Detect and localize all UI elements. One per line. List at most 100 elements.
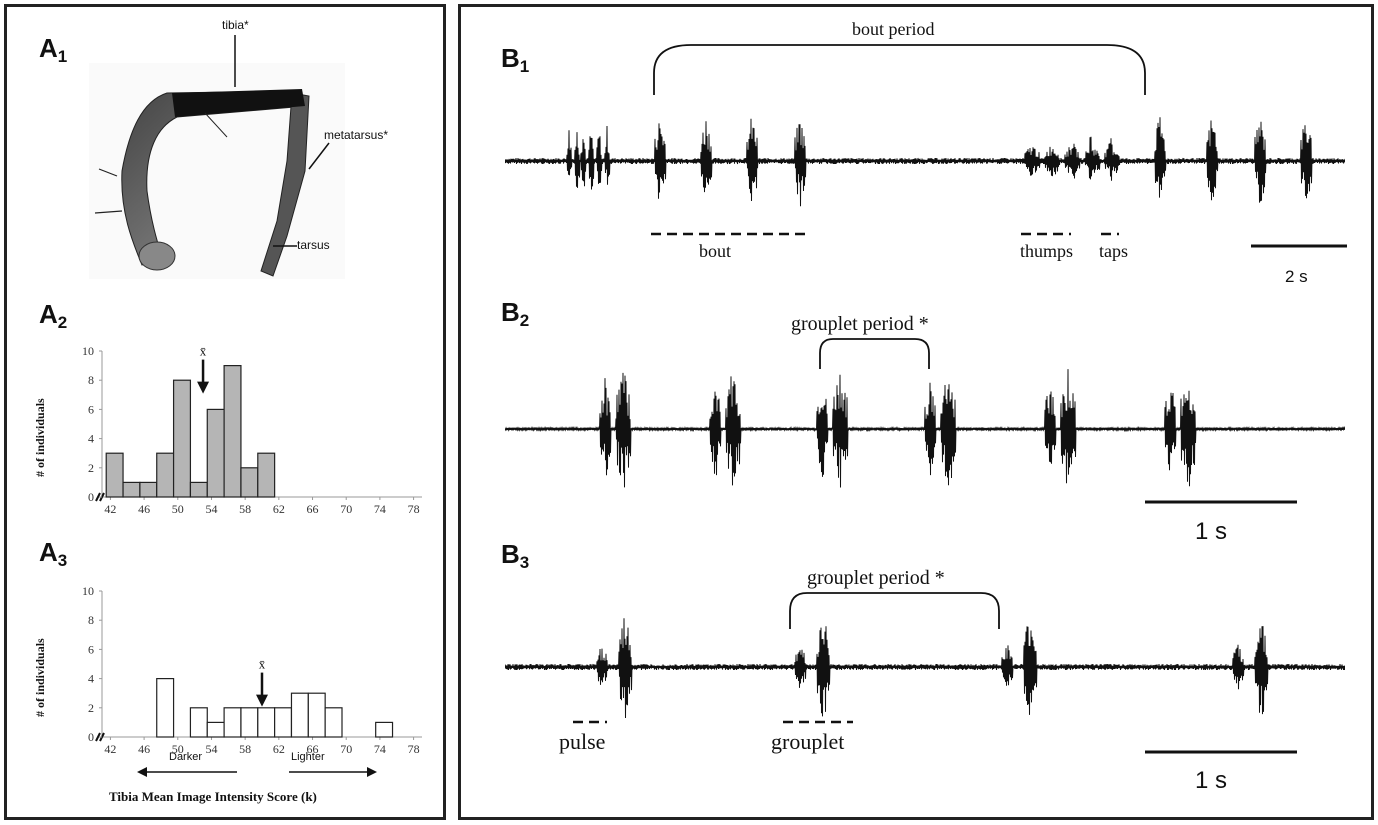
a2-x-tick-label: 42 [104, 502, 116, 513]
a3-x-tick-label: 66 [307, 742, 319, 753]
metatarsus-label: metatarsus* [324, 128, 389, 142]
a3-x-tick-label: 42 [104, 742, 116, 753]
a2-bar [172, 379, 192, 498]
a3-bar [375, 721, 394, 738]
darker-lighter-arrows [137, 767, 377, 777]
tarsus-label: tarsus [297, 238, 330, 252]
a2-bar [257, 452, 276, 498]
tibia-pointer [234, 35, 236, 87]
a3-y-tick-label: 2 [88, 701, 94, 715]
spider-leg-image [89, 63, 345, 279]
a2-bar [240, 467, 259, 498]
metatarsus-pointer [308, 142, 330, 170]
b3-scale-label: 1 s [1195, 767, 1228, 794]
a3-bar [206, 721, 225, 738]
panel-a3-label: A3 [39, 537, 68, 570]
a2-x-tick-label: 74 [374, 502, 386, 513]
panel-a2-label: A2 [39, 299, 68, 332]
a2-mean-arrowhead [197, 381, 210, 394]
a3-y-tick-label: 10 [82, 584, 94, 598]
bout-label: bout [699, 241, 732, 261]
b2-scale-label: 1 s [1195, 518, 1228, 545]
a2-y-tick-label: 6 [88, 402, 94, 416]
taps-label: taps [1099, 241, 1128, 261]
a2-x-tick-label: 54 [205, 502, 217, 513]
thumps-label: thumps [1020, 241, 1074, 261]
a2-y-tick-label: 4 [88, 432, 94, 446]
a3-bar [189, 707, 208, 738]
a3-y-tick-label: 4 [88, 672, 94, 686]
a3-ylabel: # of individuals [33, 638, 47, 717]
signal-trace-b1 [505, 117, 1345, 207]
b2-waveform [505, 369, 1345, 488]
b3-scale-bar [1145, 750, 1297, 754]
a3-y-tick-label: 6 [88, 642, 94, 656]
b2-grouplet-bracket [819, 338, 930, 369]
tarsus-pointer [273, 245, 297, 247]
a2-y-tick-label: 0 [88, 490, 94, 504]
grouplet-label: grouplet [771, 729, 845, 754]
panel-b3-label: B3 [501, 539, 530, 572]
a2-bar [139, 481, 158, 498]
b1-scale-label: 2 s [1285, 267, 1308, 286]
a2-bar [189, 481, 208, 498]
lighter-label: Lighter [291, 751, 325, 763]
panel-b1-label: B1 [501, 43, 530, 76]
tibia-label: tibia* [222, 18, 249, 32]
a3-xlabel: Tibia Mean Image Intensity Score (k) [109, 789, 317, 804]
a2-y-tick-label: 10 [82, 344, 94, 358]
b3-grouplet-period-label: grouplet period * [807, 567, 945, 589]
b2-scale-bar [1145, 500, 1297, 504]
a2-x-tick-label: 62 [273, 502, 285, 513]
a3-bar [290, 692, 309, 738]
a2-ylabel: # of individuals [33, 398, 47, 477]
b2-grouplet-period-label: grouplet period * [791, 313, 929, 335]
panel-a1-label: A1 [39, 33, 68, 66]
panel-b2-label: B2 [501, 297, 530, 330]
panel-b: B1 bout period bout thumps taps 2 s B2 g… [458, 4, 1374, 820]
a3-y-tick-label: 0 [88, 730, 94, 744]
panel-a: A1 tibia* metatarsus* tarsus A2 # of ind… [4, 4, 446, 820]
a2-x-tick-label: 46 [138, 502, 150, 513]
a3-bar [223, 707, 242, 738]
a3-bar [307, 692, 326, 738]
a3-y-tick-label: 8 [88, 613, 94, 627]
b3-waveform [505, 618, 1345, 719]
a3-bar [324, 707, 343, 738]
a3-bar [156, 677, 175, 738]
a2-bar [223, 364, 242, 498]
a2-y-tick-label: 8 [88, 373, 94, 387]
a2-x-tick-label: 66 [307, 502, 319, 513]
a2-x-tick-label: 78 [408, 502, 420, 513]
a3-x-tick-label: 70 [340, 742, 352, 753]
a3-x-tick-label: 46 [138, 742, 150, 753]
pulse-label: pulse [559, 729, 606, 754]
bout-period-bracket [653, 44, 1146, 95]
a3-x-tick-label: 54 [205, 742, 217, 753]
a3-bar [240, 707, 259, 738]
a3-bar [257, 707, 276, 738]
signal-trace-b3 [505, 618, 1345, 719]
b1-waveform [505, 117, 1345, 207]
b1-marker-bars [651, 232, 1347, 248]
a3-x-tick-label: 62 [273, 742, 285, 753]
a3-x-tick-label: 50 [172, 742, 184, 753]
signal-trace-b2 [505, 369, 1345, 488]
a2-y-tick-label: 2 [88, 461, 94, 475]
a2-x-tick-label: 50 [172, 502, 184, 513]
a2-x-tick-label: 58 [239, 502, 251, 513]
b3-grouplet-bracket [789, 592, 1000, 629]
a2-bar [156, 452, 175, 498]
a3-x-tick-label: 78 [408, 742, 420, 753]
a3-mean-label: x̄ [259, 657, 266, 672]
a3-x-tick-label: 74 [374, 742, 386, 753]
a3-x-tick-label: 58 [239, 742, 251, 753]
a3-mean-arrowhead [256, 694, 268, 707]
bout-period-label: bout period [852, 19, 935, 39]
darker-label: Darker [169, 751, 203, 763]
b3-marker-bars [573, 720, 853, 724]
a3-bar [274, 707, 293, 738]
a2-bar [206, 408, 225, 498]
